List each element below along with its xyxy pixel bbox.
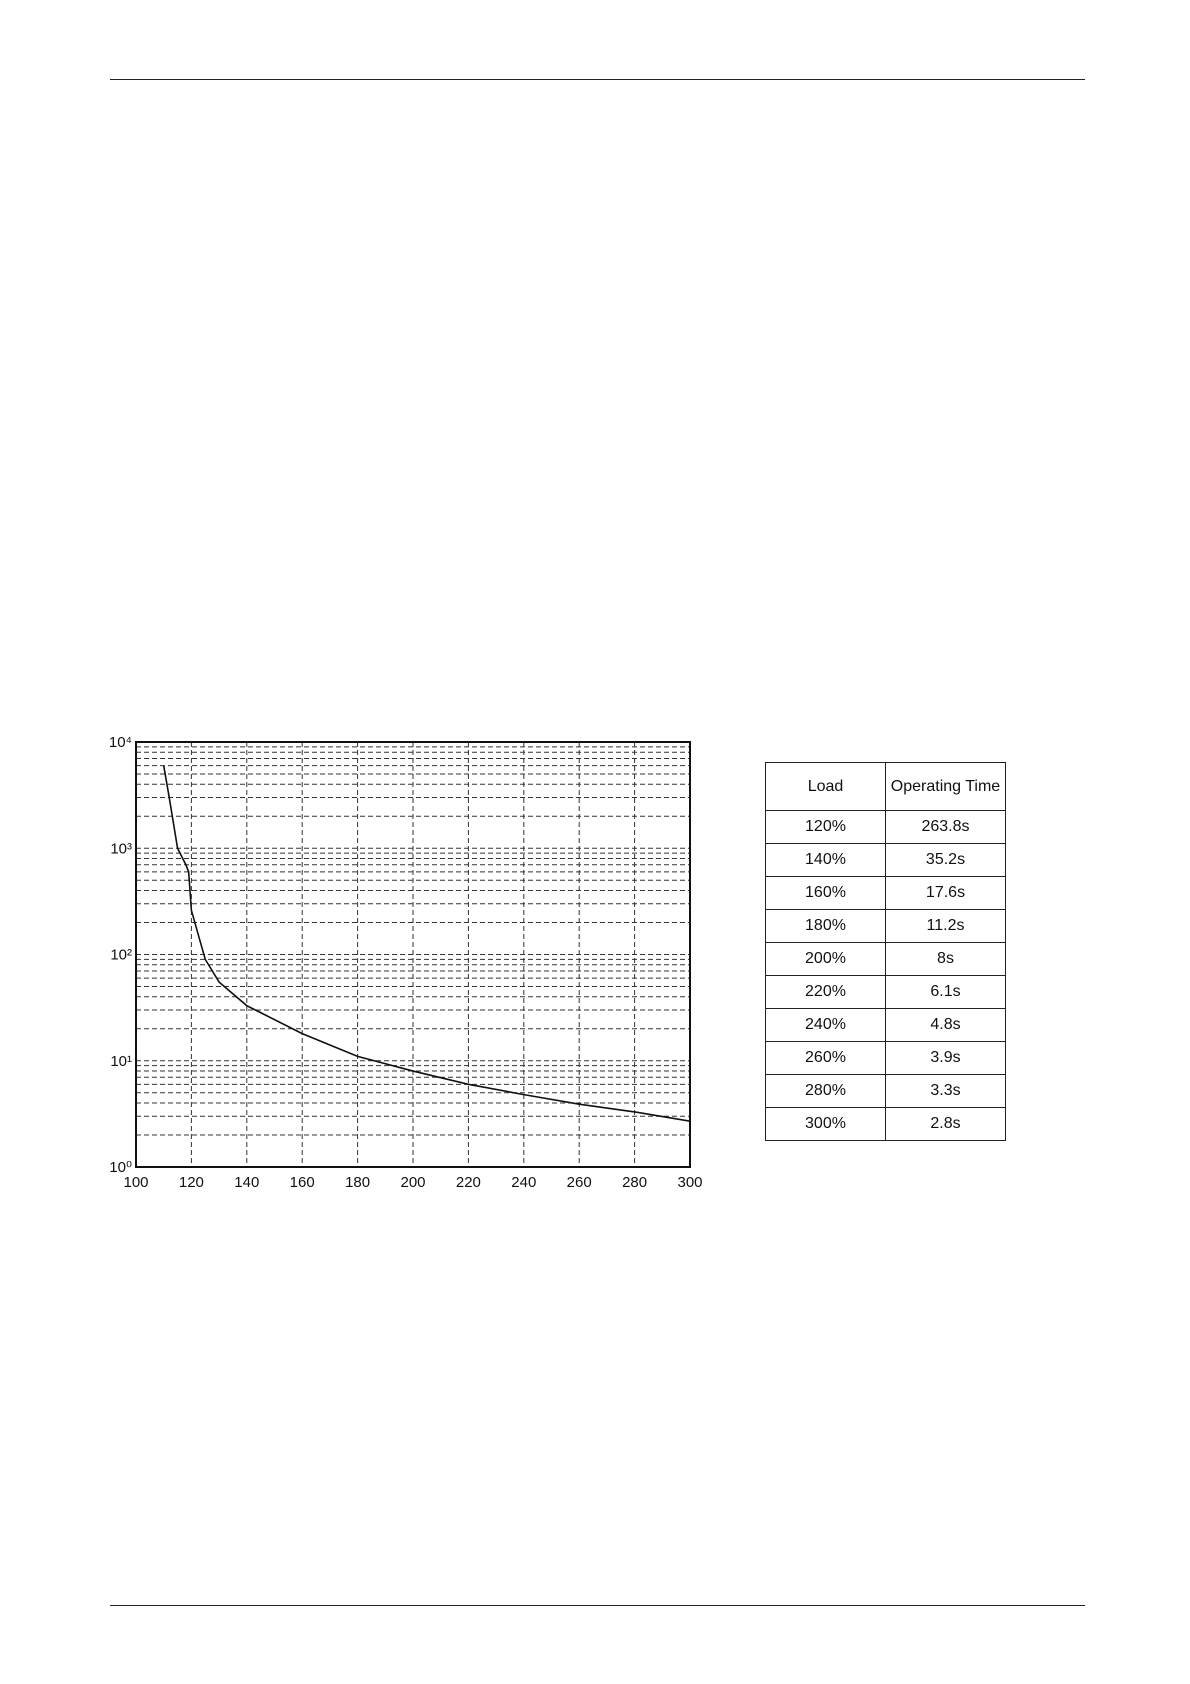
x-tick-label: 260 xyxy=(567,1174,592,1191)
table: Load Operating Time 120% 263.8s 140% 35.2s 1… xyxy=(765,762,1006,1141)
x-tick-label: 180 xyxy=(345,1174,370,1191)
plot-frame xyxy=(135,741,691,1168)
table-cell: 11.2s xyxy=(885,909,1006,943)
x-tick-label: 280 xyxy=(622,1174,647,1191)
x-tick-label: 300 xyxy=(677,1174,702,1191)
table-cell: 3.9s xyxy=(885,1041,1006,1075)
table-cell: 300% xyxy=(765,1107,886,1141)
table-cell: 260% xyxy=(765,1041,886,1075)
table-cell: 180% xyxy=(765,909,886,943)
table-cell: 140% xyxy=(765,843,886,877)
data-line xyxy=(162,765,691,1122)
footer-rule xyxy=(110,1605,1085,1606)
header-rule xyxy=(110,79,1085,80)
table-cell: 120% xyxy=(765,810,886,844)
table-cell: 4.8s xyxy=(885,1008,1006,1042)
y-tick-label: 10³ xyxy=(110,840,132,857)
y-tick-label: 10⁰ xyxy=(109,1159,132,1176)
y-tick-label: 10¹ xyxy=(110,1053,132,1070)
table-cell: 263.8s xyxy=(885,810,1006,844)
table-header: Operating Time xyxy=(885,762,1006,811)
y-tick-label: 10⁴ xyxy=(109,734,132,751)
table-cell: 240% xyxy=(765,1008,886,1042)
table-cell: 8s xyxy=(885,942,1006,976)
x-tick-label: 160 xyxy=(290,1174,315,1191)
table-cell: 160% xyxy=(765,876,886,910)
table-cell: 3.3s xyxy=(885,1074,1006,1108)
table-cell: 200% xyxy=(765,942,886,976)
table-cell: 35.2s xyxy=(885,843,1006,877)
x-tick-label: 140 xyxy=(234,1174,259,1191)
table-cell: 280% xyxy=(765,1074,886,1108)
table-cell: 6.1s xyxy=(885,975,1006,1009)
x-tick-label: 240 xyxy=(511,1174,536,1191)
table-cell: 2.8s xyxy=(885,1107,1006,1141)
table-cell: 17.6s xyxy=(885,876,1006,910)
x-tick-label: 120 xyxy=(179,1174,204,1191)
x-tick-label: 100 xyxy=(123,1174,148,1191)
table-header: Load xyxy=(765,762,886,811)
table-cell: 220% xyxy=(765,975,886,1009)
y-tick-label: 10² xyxy=(110,947,132,964)
x-tick-label: 220 xyxy=(456,1174,481,1191)
chart: 10⁰ 10¹ 10² 10³ 10⁴ 100 120 140 160 180 200 220 240 2… xyxy=(109,734,703,1191)
x-tick-label: 200 xyxy=(400,1174,425,1191)
